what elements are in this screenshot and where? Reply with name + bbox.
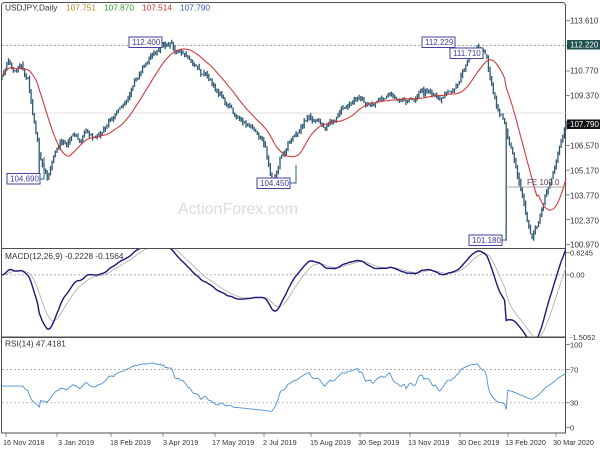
svg-text:100: 100 (570, 341, 583, 350)
svg-text:107.790: 107.790 (570, 120, 599, 129)
svg-text:112.400: 112.400 (132, 38, 161, 47)
svg-text:110.770: 110.770 (570, 67, 599, 76)
svg-text:112.229: 112.229 (425, 38, 454, 47)
svg-text:ActionForex.com: ActionForex.com (178, 201, 298, 218)
svg-text:FE 100.0: FE 100.0 (527, 178, 560, 187)
svg-text:70: 70 (570, 366, 578, 375)
svg-text:3 Jan 2019: 3 Jan 2019 (58, 438, 94, 447)
svg-text:2 Jul 2019: 2 Jul 2019 (263, 438, 297, 447)
svg-text:103.770: 103.770 (570, 192, 599, 201)
svg-text:15 Aug 2019: 15 Aug 2019 (310, 438, 351, 447)
svg-text:107.790: 107.790 (180, 3, 210, 13)
svg-text:30 Sep 2019: 30 Sep 2019 (358, 438, 399, 447)
svg-text:106.570: 106.570 (570, 142, 599, 151)
svg-text:13 Nov 2019: 13 Nov 2019 (408, 438, 449, 447)
svg-text:USDJPY,Daily: USDJPY,Daily (5, 3, 58, 13)
svg-text:17 May 2019: 17 May 2019 (212, 438, 254, 447)
svg-text:0.6245: 0.6245 (570, 249, 593, 258)
svg-text:112.220: 112.220 (570, 41, 599, 50)
svg-text:13 Feb 2020: 13 Feb 2020 (505, 438, 546, 447)
svg-text:101.180: 101.180 (472, 236, 501, 245)
svg-text:30 Dec 2019: 30 Dec 2019 (458, 438, 499, 447)
svg-text:107.751: 107.751 (66, 3, 96, 13)
svg-text:113.610: 113.610 (570, 17, 599, 26)
svg-text:104.690: 104.690 (10, 174, 39, 183)
svg-text:MACD(12,26,9) -0.2228 -0.1564: MACD(12,26,9) -0.2228 -0.1564 (5, 251, 124, 261)
svg-text:105.170: 105.170 (570, 167, 599, 176)
svg-text:109.370: 109.370 (570, 92, 599, 101)
svg-text:0.00: 0.00 (570, 271, 585, 280)
svg-text:30: 30 (570, 399, 578, 408)
svg-text:104.450: 104.450 (260, 179, 289, 188)
svg-text:RSI(14) 47.4181: RSI(14) 47.4181 (5, 339, 66, 349)
svg-text:102.370: 102.370 (570, 217, 599, 226)
svg-text:0: 0 (570, 424, 574, 433)
svg-text:107.870: 107.870 (104, 3, 134, 13)
svg-text:16 Nov 2018: 16 Nov 2018 (3, 438, 44, 447)
svg-text:111.710: 111.710 (453, 49, 481, 58)
svg-text:18 Feb 2019: 18 Feb 2019 (110, 438, 151, 447)
svg-text:3 Apr 2019: 3 Apr 2019 (163, 438, 198, 447)
svg-text:107.514: 107.514 (142, 3, 172, 13)
svg-text:30 Mar 2020: 30 Mar 2020 (553, 438, 594, 447)
